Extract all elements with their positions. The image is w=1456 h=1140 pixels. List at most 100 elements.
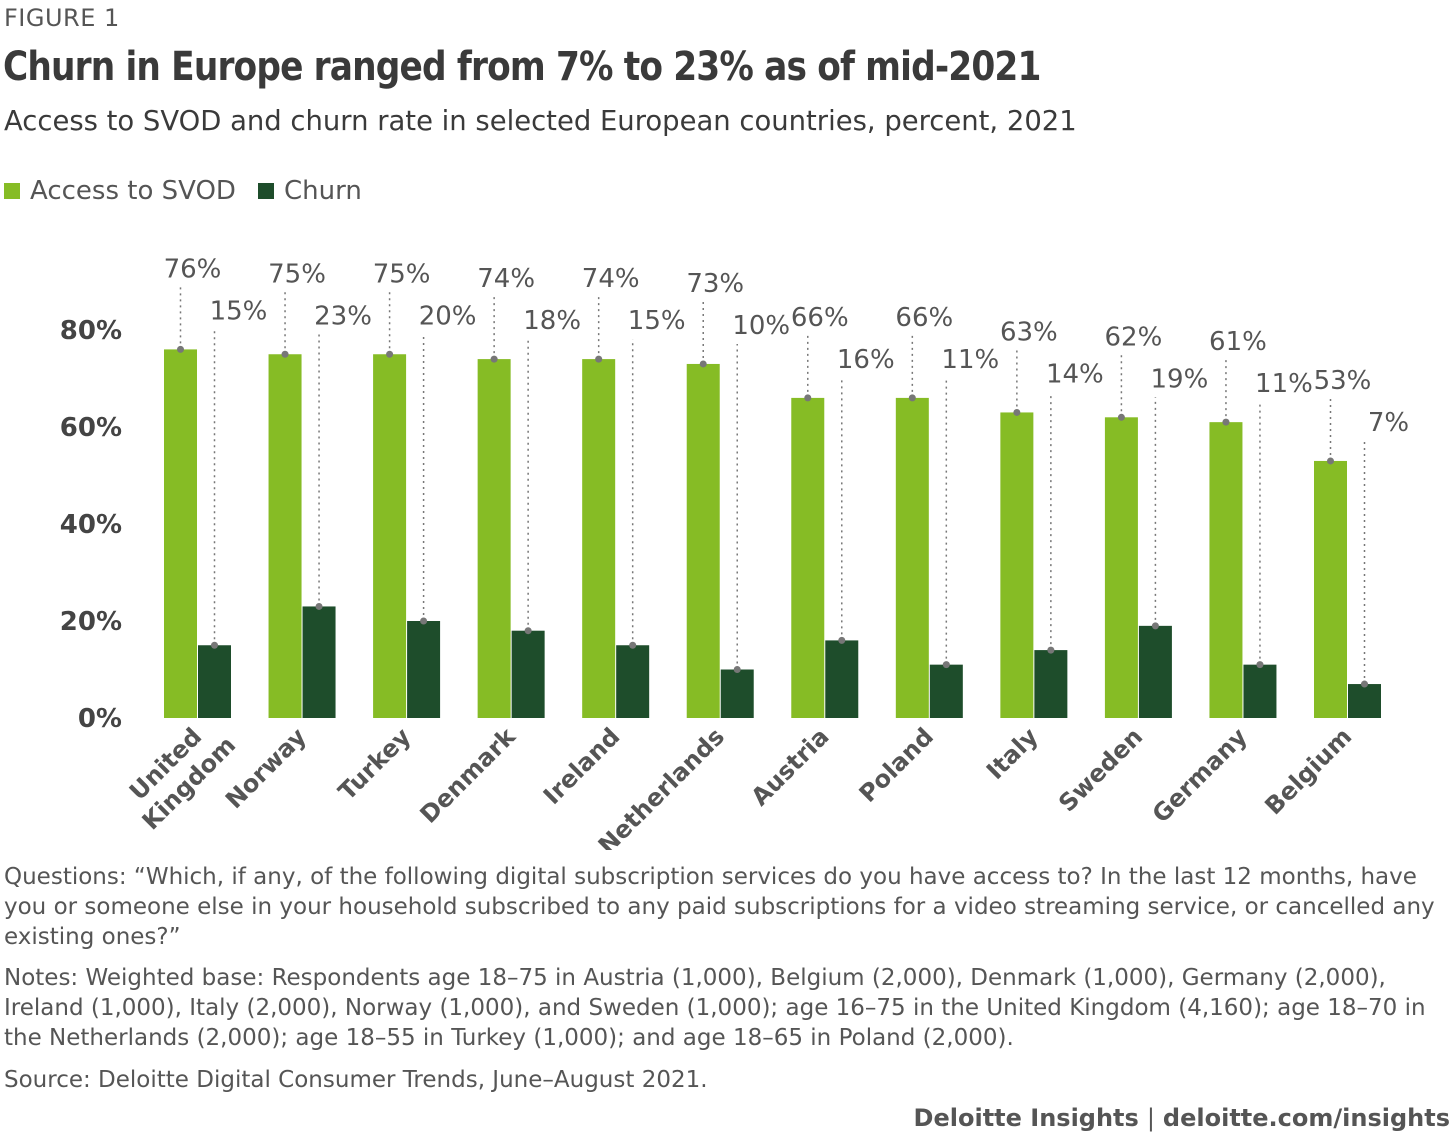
data-label-access: 75% — [268, 259, 326, 289]
bar-group: 63% 14% Italy — [981, 317, 1104, 785]
x-tick-label: Poland — [854, 722, 939, 807]
value-dot — [733, 666, 741, 673]
bar-churn — [198, 645, 231, 718]
bar-access — [1000, 412, 1034, 718]
value-dot — [524, 627, 532, 635]
value-dot — [804, 394, 812, 402]
value-dot — [595, 355, 603, 363]
bar-chart: 0%20%40%60%80%76%15%UnitedKingdom75%23%N… — [60, 254, 1409, 850]
value-dot — [629, 641, 637, 649]
data-label-access: 61% — [1209, 327, 1267, 357]
value-dot — [281, 350, 289, 358]
chart-title: Churn in Europe ranged from 7% to 23% as… — [3, 44, 1041, 90]
bar-group: 53% 7% Belgium — [1259, 366, 1409, 820]
value-dot — [1151, 622, 1159, 630]
value-dot — [942, 661, 950, 669]
data-label-churn: 16% — [837, 345, 895, 375]
value-dot — [1361, 680, 1368, 688]
bar-group: 74% 15% Ireland — [538, 264, 686, 810]
legend-item-churn: Churn — [257, 176, 362, 206]
bar-group: 62% 19% Sweden — [1053, 322, 1208, 817]
value-dot — [838, 636, 846, 644]
data-label-churn: 18% — [523, 306, 581, 336]
bar-access — [686, 363, 720, 718]
legend-swatch-churn — [257, 183, 274, 199]
bar-group: 75% 20% Turkey — [333, 259, 477, 806]
bar-group: 61% 11% Germany — [1147, 327, 1313, 828]
value-dot — [1117, 413, 1125, 421]
data-label-access: 75% — [373, 259, 431, 289]
data-label-access: 66% — [895, 303, 953, 333]
x-tick-label: Italy — [981, 722, 1044, 785]
value-dot — [386, 350, 394, 358]
x-tick-label: Turkey — [333, 722, 417, 806]
x-tick-label: Sweden — [1053, 722, 1148, 817]
value-dot — [1047, 646, 1055, 654]
bar-access — [1314, 460, 1347, 718]
data-label-access: 66% — [791, 303, 849, 333]
bar-access — [164, 349, 197, 718]
data-label-churn: 19% — [1151, 364, 1209, 394]
x-tick-label: Belgium — [1259, 722, 1357, 820]
figure-label: FIGURE 1 — [4, 4, 120, 32]
y-tick-label: 80% — [60, 316, 122, 346]
questions-note: Questions: “Which, if any, of the follow… — [4, 864, 1435, 950]
legend-label-churn: Churn — [283, 176, 362, 206]
footer-brand: Deloitte Insights — [913, 1104, 1139, 1132]
value-dot — [1013, 408, 1021, 416]
value-dot — [699, 360, 707, 368]
bar-churn — [929, 664, 963, 718]
value-dot — [490, 355, 498, 363]
bar-access — [582, 359, 616, 718]
y-tick-label: 0% — [78, 704, 122, 734]
value-dot — [1222, 418, 1230, 426]
bar-access — [268, 354, 302, 718]
chart-subtitle: Access to SVOD and churn rate in selecte… — [4, 104, 1077, 137]
footer-site[interactable]: deloitte.com/insights — [1162, 1104, 1450, 1132]
data-label-access: 74% — [477, 264, 535, 294]
legend-item-access: Access to SVOD — [4, 176, 236, 206]
bar-group: 74% 18% Denmark — [415, 264, 581, 829]
y-tick-label: 40% — [60, 510, 122, 540]
data-label-churn: 7% — [1368, 408, 1409, 438]
bar-access — [477, 359, 511, 718]
bar-churn — [407, 621, 441, 718]
x-tick-label: Norway — [220, 722, 312, 814]
bar-churn — [511, 630, 545, 718]
x-tick-label: Austria — [746, 722, 835, 811]
footer-separator: | — [1146, 1104, 1155, 1132]
value-dot — [211, 641, 218, 649]
x-tick-label: UnitedKingdom — [115, 710, 241, 836]
x-tick-label: Ireland — [538, 722, 625, 809]
data-label-access: 53% — [1314, 366, 1372, 396]
legend-swatch-access — [4, 183, 20, 199]
data-label-churn: 11% — [941, 345, 999, 375]
data-label-churn: 15% — [628, 306, 686, 336]
data-label-churn: 14% — [1046, 359, 1104, 389]
bar-access — [895, 397, 929, 718]
data-label-churn: 20% — [419, 301, 477, 331]
bar-access — [373, 354, 407, 718]
data-label-access: 74% — [582, 264, 640, 294]
data-label-access: 62% — [1105, 322, 1163, 352]
x-tick-label: Germany — [1147, 722, 1253, 828]
value-dot — [908, 394, 916, 402]
data-label-churn: 11% — [1255, 369, 1313, 399]
y-tick-label: 60% — [60, 413, 122, 443]
value-dot — [1256, 661, 1264, 669]
data-label-access: 76% — [164, 254, 222, 284]
value-dot — [1327, 457, 1334, 465]
bar-access — [1209, 422, 1243, 718]
data-label-access: 73% — [686, 269, 744, 299]
bar-churn — [1034, 650, 1068, 718]
bar-group: 76% 15% UnitedKingdom — [115, 254, 267, 836]
bar-churn — [1348, 684, 1381, 718]
bar-group: 66% 11% Poland — [854, 303, 1000, 808]
data-label-churn: 10% — [732, 311, 790, 341]
bar-churn — [1138, 625, 1172, 718]
bar-access — [1104, 417, 1138, 718]
bar-churn — [302, 606, 336, 718]
bar-churn — [616, 645, 650, 718]
bar-access — [791, 397, 825, 718]
source-note: Source: Deloitte Digital Consumer Trends… — [4, 1067, 708, 1093]
